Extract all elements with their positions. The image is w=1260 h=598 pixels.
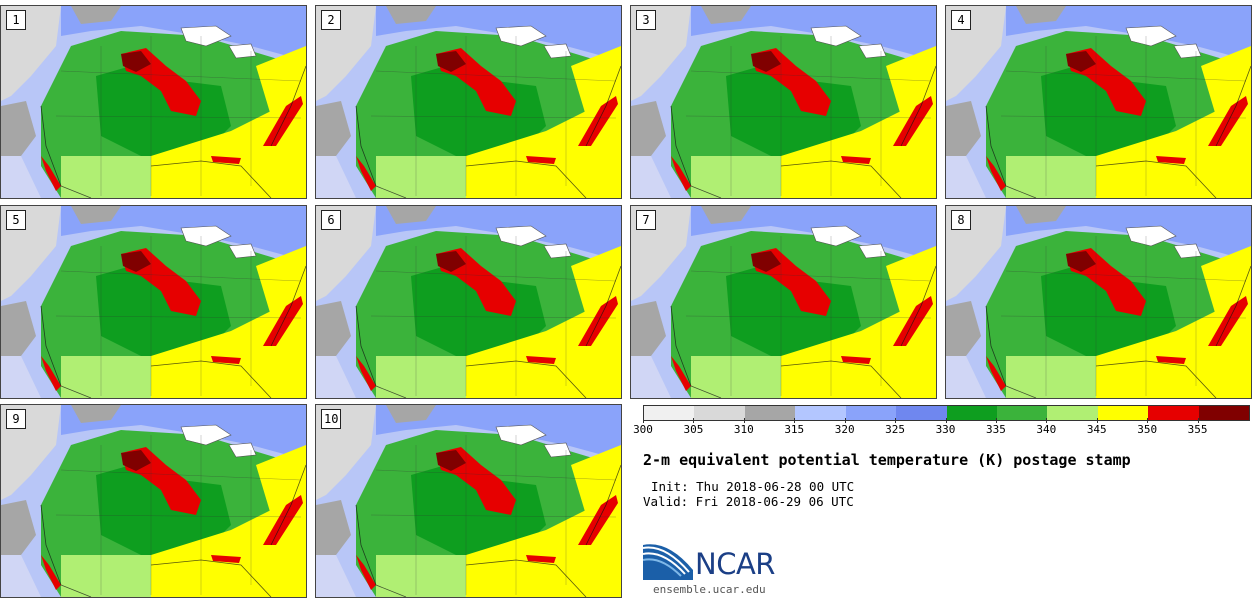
colorbar-tick-label: 350 xyxy=(1137,423,1158,436)
map-panel xyxy=(631,206,936,398)
ensemble-panel: 10 xyxy=(315,404,622,598)
map-panel xyxy=(316,206,621,398)
colorbar-tick-label: 310 xyxy=(733,423,754,436)
ensemble-panel: 3 xyxy=(630,5,937,199)
colorbar-cell xyxy=(644,406,695,420)
colorbar-tickmark xyxy=(995,418,997,423)
panel-number: 3 xyxy=(636,10,656,30)
panel-number: 4 xyxy=(951,10,971,30)
colorbar-tickmark xyxy=(1147,418,1149,423)
panel-number: 2 xyxy=(321,10,341,30)
ncar-logo-icon xyxy=(643,544,693,580)
colorbar-cell xyxy=(1047,406,1098,420)
colorbar xyxy=(643,405,1250,421)
map-panel xyxy=(1,206,306,398)
colorbar-tick-label: 315 xyxy=(784,423,805,436)
colorbar-tick-label: 320 xyxy=(834,423,855,436)
map-panel xyxy=(1,6,306,198)
panel-number: 8 xyxy=(951,210,971,230)
colorbar-tickmark xyxy=(895,418,897,423)
colorbar-tickmark xyxy=(693,418,695,423)
panel-number: 10 xyxy=(321,409,342,429)
panel-number: 9 xyxy=(6,409,26,429)
ensemble-panel: 9 xyxy=(0,404,307,598)
colorbar-tickmark xyxy=(1197,418,1199,423)
map-panel xyxy=(316,405,621,597)
colorbar-tick-label: 340 xyxy=(1036,423,1057,436)
colorbar-cell xyxy=(845,406,897,420)
map-panel xyxy=(946,206,1251,398)
colorbar-tickmark xyxy=(643,418,644,423)
colorbar-cell xyxy=(795,406,846,420)
ncar-logo-text: NCAR xyxy=(695,547,775,581)
colorbar-tick-label: 330 xyxy=(935,423,956,436)
colorbar-cell xyxy=(896,406,947,420)
colorbar-ticks: 300 305 310 315 320 325 330 335 340 345 350 355 xyxy=(633,418,1248,439)
ensemble-panel: 1 xyxy=(0,5,307,199)
colorbar-tick-label: 345 xyxy=(1086,423,1107,436)
panel-number: 5 xyxy=(6,210,26,230)
colorbar-tick-label: 300 xyxy=(633,423,653,436)
init-time: Init: Thu 2018-06-28 00 UTC xyxy=(651,479,855,494)
colorbar-tickmark xyxy=(794,418,796,423)
valid-time: Valid: Fri 2018-06-29 06 UTC xyxy=(643,494,854,509)
ensemble-panel: 8 xyxy=(945,205,1252,399)
colorbar-tick-label: 305 xyxy=(683,423,704,436)
map-panel xyxy=(946,6,1251,198)
colorbar-tick-label: 335 xyxy=(985,423,1006,436)
colorbar-cell xyxy=(1097,406,1149,420)
colorbar-tickmark xyxy=(844,418,846,423)
chart-title: 2-m equivalent potential temperature (K)… xyxy=(643,451,1131,469)
colorbar-tickmark xyxy=(945,418,947,423)
colorbar-cell xyxy=(694,406,745,420)
colorbar-tick-label: 325 xyxy=(885,423,906,436)
colorbar-cell xyxy=(744,406,796,420)
colorbar-tickmark xyxy=(1096,418,1098,423)
map-panel xyxy=(316,6,621,198)
colorbar-cell xyxy=(946,406,997,420)
colorbar-tickmark xyxy=(743,418,745,423)
panel-number: 7 xyxy=(636,210,656,230)
ensemble-panel: 5 xyxy=(0,205,307,399)
colorbar-tick-label: 355 xyxy=(1187,423,1208,436)
ensemble-panel: 2 xyxy=(315,5,622,199)
ensemble-panel: 7 xyxy=(630,205,937,399)
ensemble-panel: 4 xyxy=(945,5,1252,199)
panel-number: 1 xyxy=(6,10,26,30)
colorbar-cell xyxy=(1148,406,1199,420)
map-panel xyxy=(631,6,936,198)
panel-number: 6 xyxy=(321,210,341,230)
logo-url[interactable]: ensemble.ucar.edu xyxy=(653,583,766,596)
map-panel xyxy=(1,405,306,597)
colorbar-cell xyxy=(1198,406,1250,420)
colorbar-tickmark xyxy=(1046,418,1048,423)
ensemble-panel: 6 xyxy=(315,205,622,399)
colorbar-cell xyxy=(996,406,1048,420)
